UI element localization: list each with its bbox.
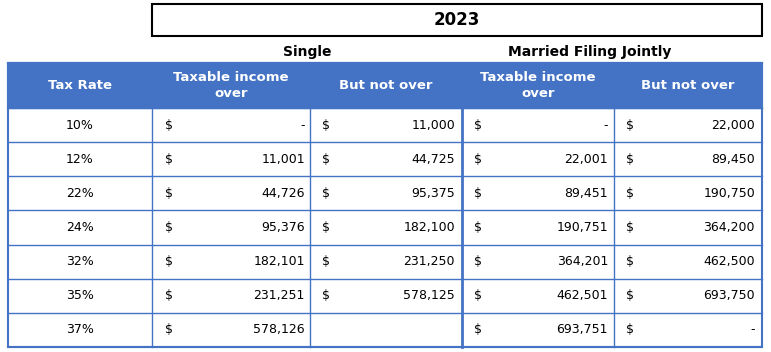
Text: $: $ bbox=[165, 221, 173, 234]
Text: 231,251: 231,251 bbox=[254, 289, 305, 302]
Text: $: $ bbox=[322, 119, 330, 132]
Text: 44,726: 44,726 bbox=[261, 187, 305, 200]
Text: $: $ bbox=[165, 119, 173, 132]
Text: 37%: 37% bbox=[66, 323, 94, 337]
Text: 22,001: 22,001 bbox=[564, 153, 608, 166]
Text: 190,750: 190,750 bbox=[703, 187, 755, 200]
Bar bbox=[8, 63, 762, 347]
Text: -: - bbox=[604, 119, 608, 132]
Text: Taxable income
over: Taxable income over bbox=[480, 71, 596, 100]
Text: $: $ bbox=[474, 221, 482, 234]
Text: $: $ bbox=[474, 255, 482, 268]
Text: 95,375: 95,375 bbox=[411, 187, 455, 200]
Text: 462,501: 462,501 bbox=[557, 289, 608, 302]
Text: $: $ bbox=[322, 221, 330, 234]
Text: 364,201: 364,201 bbox=[557, 255, 608, 268]
Text: $: $ bbox=[474, 187, 482, 200]
Text: 44,725: 44,725 bbox=[412, 153, 455, 166]
Text: $: $ bbox=[322, 289, 330, 302]
Text: 32%: 32% bbox=[66, 255, 94, 268]
Text: $: $ bbox=[474, 153, 482, 166]
Text: 95,376: 95,376 bbox=[261, 221, 305, 234]
Text: But not over: But not over bbox=[339, 79, 433, 92]
Text: 2023: 2023 bbox=[434, 11, 480, 29]
Bar bbox=[152, 4, 762, 36]
Text: 89,451: 89,451 bbox=[564, 187, 608, 200]
Text: $: $ bbox=[322, 255, 330, 268]
Text: 89,450: 89,450 bbox=[712, 153, 755, 166]
Text: 693,750: 693,750 bbox=[703, 289, 755, 302]
Text: $: $ bbox=[626, 153, 634, 166]
Text: $: $ bbox=[165, 289, 173, 302]
Text: $: $ bbox=[165, 323, 173, 337]
Text: $: $ bbox=[626, 221, 634, 234]
Text: $: $ bbox=[322, 187, 330, 200]
Text: 364,200: 364,200 bbox=[703, 221, 755, 234]
Text: 462,500: 462,500 bbox=[703, 255, 755, 268]
Text: 693,751: 693,751 bbox=[557, 323, 608, 337]
Text: 24%: 24% bbox=[66, 221, 94, 234]
Text: 578,126: 578,126 bbox=[254, 323, 305, 337]
Text: 10%: 10% bbox=[66, 119, 94, 132]
Text: 22,000: 22,000 bbox=[712, 119, 755, 132]
Text: -: - bbox=[301, 119, 305, 132]
Text: 578,125: 578,125 bbox=[403, 289, 455, 302]
Text: Tax Rate: Tax Rate bbox=[48, 79, 112, 92]
Text: $: $ bbox=[165, 153, 173, 166]
Text: Single: Single bbox=[283, 45, 332, 59]
Text: $: $ bbox=[474, 289, 482, 302]
Text: 182,101: 182,101 bbox=[254, 255, 305, 268]
Text: Taxable income
over: Taxable income over bbox=[173, 71, 289, 100]
Text: $: $ bbox=[165, 255, 173, 268]
Text: 12%: 12% bbox=[66, 153, 94, 166]
Text: 11,001: 11,001 bbox=[261, 153, 305, 166]
Text: -: - bbox=[750, 323, 755, 337]
Text: 190,751: 190,751 bbox=[557, 221, 608, 234]
Text: $: $ bbox=[626, 323, 634, 337]
Text: $: $ bbox=[474, 119, 482, 132]
Text: $: $ bbox=[626, 187, 634, 200]
Text: $: $ bbox=[322, 153, 330, 166]
Text: 11,000: 11,000 bbox=[411, 119, 455, 132]
Text: 182,100: 182,100 bbox=[403, 221, 455, 234]
Text: 35%: 35% bbox=[66, 289, 94, 302]
Text: $: $ bbox=[165, 187, 173, 200]
Text: 231,250: 231,250 bbox=[403, 255, 455, 268]
Text: $: $ bbox=[474, 323, 482, 337]
Text: But not over: But not over bbox=[641, 79, 735, 92]
Text: $: $ bbox=[626, 255, 634, 268]
Text: 22%: 22% bbox=[66, 187, 94, 200]
Bar bbox=[8, 63, 762, 108]
Text: $: $ bbox=[626, 119, 634, 132]
Text: $: $ bbox=[626, 289, 634, 302]
Text: Married Filing Jointly: Married Filing Jointly bbox=[508, 45, 672, 59]
